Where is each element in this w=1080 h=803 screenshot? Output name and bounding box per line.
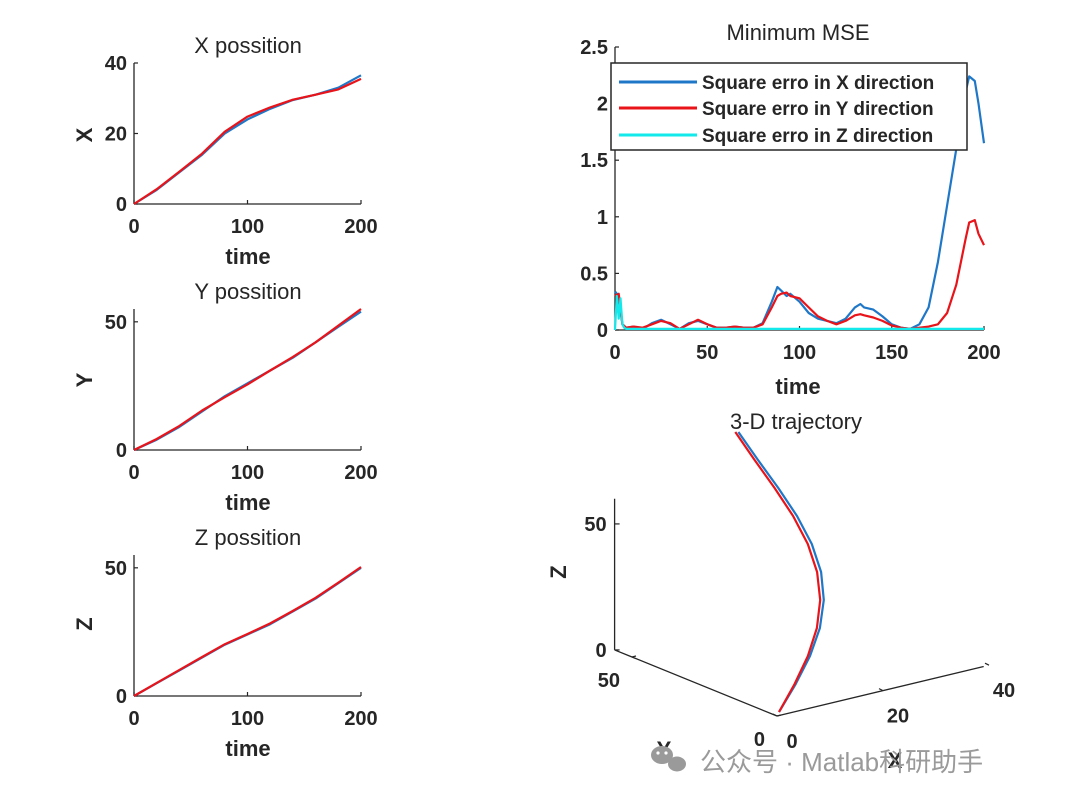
x-tick-mark [772, 713, 778, 717]
title-z-position: Z possition [195, 525, 301, 550]
y-tick-label: 0 [754, 729, 765, 751]
x-tick-mark [878, 688, 884, 692]
lines-minimum-mse [613, 75, 986, 331]
x-tick-label: 100 [783, 342, 816, 364]
ticks-minimum-mse: 0 50 100 150 200 0 0.5 1 1.5 2 2.5 [580, 37, 1001, 364]
title-x-position: X possition [194, 33, 302, 58]
lines-3d-trajectory [734, 431, 825, 713]
x-axis-line [776, 665, 984, 717]
x-tick-label: 200 [344, 216, 377, 238]
ticks-x-position: 0 100 200 0 20 40 [105, 53, 378, 238]
watermark: 公众号 · Matlab科研助手 [651, 746, 983, 777]
legend-mse: Square erro in X direction Square erro i… [610, 62, 968, 151]
subplot-z-position: Z possition 0 100 200 0 50 time Z [72, 525, 378, 761]
y-tick-label: 2.5 [580, 37, 608, 59]
y-tick-label: 40 [105, 53, 127, 75]
axes-x-position [133, 63, 361, 205]
trajectory-line-red [734, 431, 822, 713]
y-tick-label: 0.5 [580, 263, 608, 285]
lines-y-position [133, 308, 362, 452]
ylabel-x-position: X [72, 127, 97, 142]
series-line-cyan [613, 294, 984, 331]
legend-label-y: Square erro in Y direction [702, 99, 934, 120]
subplot-y-position: Y possition 0 100 200 0 50 time Y [72, 279, 378, 515]
x-tick-label: 0 [128, 216, 139, 238]
z-tick-label: 0 [595, 640, 606, 662]
legend-label-z: Square erro in Z direction [702, 126, 933, 147]
series-line-red [133, 308, 362, 451]
series-line-red [614, 219, 985, 330]
title-y-position: Y possition [194, 279, 301, 304]
xlabel-y-position: time [225, 490, 270, 515]
title-minimum-mse: Minimum MSE [726, 20, 869, 45]
x-tick-label: 40 [993, 680, 1015, 702]
series-line-blue [133, 310, 362, 452]
y-tick-label: 0 [116, 440, 127, 462]
x-tick-label: 0 [128, 462, 139, 484]
series-line-blue [133, 74, 362, 205]
x-tick-label: 150 [875, 342, 908, 364]
wechat-icon [651, 746, 686, 772]
ylabel-z-position: Z [72, 617, 97, 630]
y-tick-label: 50 [105, 312, 127, 334]
subplot-minimum-mse: Minimum MSE 0 50 100 150 200 0 0.5 1 1.5 2 2.5 tim… [580, 20, 1001, 399]
y-tick-label: 0 [116, 194, 127, 216]
y-tick-label: 50 [598, 670, 620, 692]
lines-x-position [133, 74, 362, 205]
x-tick-label: 0 [609, 342, 620, 364]
xlabel-x-position: time [225, 244, 270, 269]
y-tick-label: 20 [105, 124, 127, 146]
title-3d-trajectory: 3-D trajectory [730, 409, 862, 434]
xlabel-minimum-mse: time [775, 374, 820, 399]
axes-3d-trajectory [613, 498, 984, 717]
axes-z-position [133, 555, 361, 697]
y-tick-label: 2 [597, 94, 608, 116]
y-tick-mark [776, 714, 782, 717]
axes-y-position [133, 309, 361, 451]
z-tick-label: 50 [584, 514, 606, 536]
y-tick-label: 1 [597, 207, 608, 229]
lines-z-position [133, 566, 362, 697]
x-tick-label: 200 [967, 342, 1000, 364]
y-tick-label: 1.5 [580, 150, 608, 172]
ticks-3d-trajectory: 0 20 40 0 50 0 50 [584, 514, 1015, 753]
subplot-x-position: X possition 0 100 200 0 20 40 time X [72, 33, 378, 269]
series-line-red [133, 566, 362, 697]
y-tick-label: 0 [116, 686, 127, 708]
trajectory-line-blue [737, 431, 825, 713]
x-tick-label: 100 [231, 216, 264, 238]
ticks-z-position: 0 100 200 0 50 [105, 558, 378, 730]
x-tick-label: 100 [231, 708, 264, 730]
watermark-text: 公众号 · Matlab科研助手 [700, 747, 983, 777]
y-axis-line [614, 649, 778, 717]
legend-label-x: Square erro in X direction [702, 73, 934, 94]
x-tick-label: 0 [786, 731, 797, 753]
x-tick-label: 20 [887, 706, 909, 728]
zlabel-3d: Z [546, 565, 571, 578]
xlabel-3d: X [888, 748, 903, 773]
series-line-red [133, 77, 362, 205]
y-tick-label: 50 [105, 558, 127, 580]
x-tick-label: 200 [344, 708, 377, 730]
x-tick-label: 0 [128, 708, 139, 730]
ylabel-y-position: Y [72, 372, 97, 387]
x-tick-label: 100 [231, 462, 264, 484]
xlabel-z-position: time [225, 736, 270, 761]
x-tick-mark [984, 662, 990, 666]
x-tick-label: 200 [344, 462, 377, 484]
x-tick-label: 50 [696, 342, 718, 364]
y-tick-label: 0 [597, 320, 608, 342]
y-tick-mark [631, 655, 637, 658]
ticks-y-position: 0 100 200 0 50 [105, 312, 378, 484]
